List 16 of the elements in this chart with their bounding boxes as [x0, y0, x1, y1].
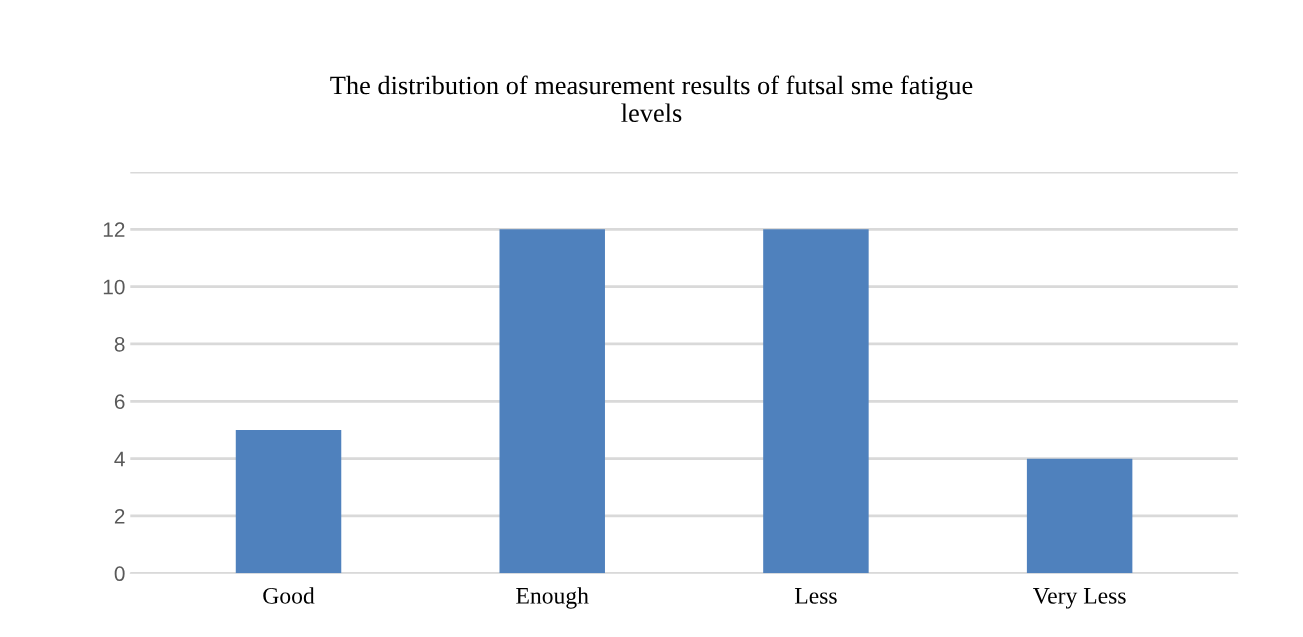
y-tick-label: 0	[114, 566, 125, 582]
bar	[1026, 458, 1133, 574]
y-tick-label: 12	[103, 222, 125, 237]
y-tick-label: 8	[114, 336, 125, 352]
y-tick-label: 6	[114, 394, 125, 410]
y-tick-label: 4	[114, 451, 125, 467]
x-tick-label: Less	[794, 588, 837, 604]
y-tick-label: 2	[114, 508, 125, 524]
x-tick-label: Enough	[516, 587, 589, 609]
bar	[235, 429, 342, 574]
chart-title: The distribution of measurement results of futsal sme fatigue levels	[330, 75, 973, 123]
bar	[499, 229, 605, 574]
x-tick-label: Very Less	[1033, 588, 1126, 609]
x-tick-label: Good	[263, 587, 315, 604]
y-tick-label: 10	[103, 279, 125, 295]
bar	[763, 229, 869, 574]
